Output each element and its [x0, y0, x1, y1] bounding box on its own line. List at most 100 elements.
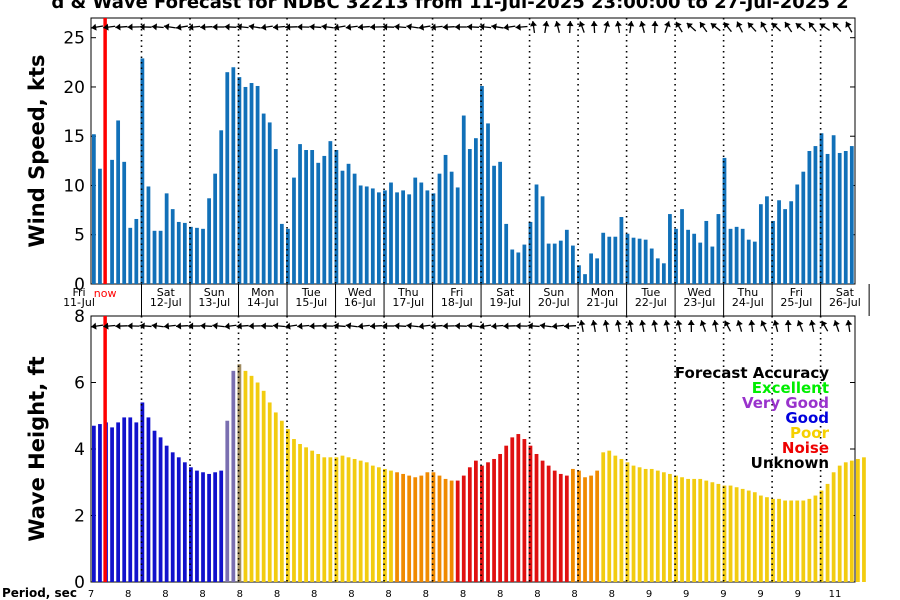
wind-bar — [455, 187, 460, 284]
arrow-head — [467, 322, 473, 330]
wind-bar — [722, 157, 727, 284]
wind-bar — [140, 58, 145, 284]
wind-bar — [564, 229, 569, 284]
wind-bar — [498, 161, 503, 284]
wave-bar — [395, 472, 399, 582]
wind-direction-arrow — [554, 21, 562, 33]
arrow-head — [176, 23, 182, 31]
wave-bar — [837, 465, 842, 582]
wave-bar — [376, 467, 381, 582]
wave-direction-arrow — [578, 319, 586, 333]
arrow-head — [333, 23, 340, 31]
wind-direction-arrow — [333, 23, 346, 31]
wind-bar — [98, 168, 102, 284]
arrow-head — [554, 21, 562, 27]
wind-direction-arrow — [651, 20, 659, 34]
wave-bar — [825, 483, 830, 582]
wave-bar — [740, 488, 745, 582]
arrow-head — [139, 23, 145, 31]
wind-bar — [110, 159, 114, 284]
wave-direction-arrow — [103, 322, 116, 330]
wave-bar — [328, 457, 333, 582]
wind-bar — [261, 113, 266, 285]
arrow-head — [675, 320, 683, 326]
day-date: 17-Jul — [392, 296, 424, 309]
wind-y-tick-label: 25 — [63, 29, 85, 49]
wave-direction-arrow — [563, 322, 577, 330]
wave-bar — [722, 485, 727, 582]
wave-bar — [849, 460, 854, 582]
wave-direction-arrow — [333, 322, 346, 330]
wind-bar — [401, 190, 405, 284]
arrow-head — [627, 320, 634, 326]
wind-bar — [577, 265, 581, 284]
arrow-head — [747, 22, 754, 29]
wind-direction-arrow — [530, 20, 537, 34]
arrow-head — [236, 322, 242, 330]
wind-direction-arrow — [710, 22, 721, 32]
wind-bar — [710, 246, 715, 284]
wind-bar — [158, 230, 163, 284]
wave-bar — [655, 470, 660, 582]
arrow-head — [236, 23, 242, 31]
wave-direction-arrow — [285, 322, 298, 330]
day-date: 21-Jul — [586, 296, 618, 309]
wind-bar — [207, 198, 211, 284]
wave-bar — [831, 472, 836, 582]
wind-bar — [522, 244, 527, 284]
wind-bar — [134, 218, 139, 284]
wind-bar — [619, 217, 624, 284]
wave-bar — [516, 434, 521, 582]
wave-bar — [480, 465, 484, 582]
wind-bar — [843, 151, 848, 284]
wind-bar — [225, 72, 230, 285]
wind-direction-arrow — [382, 23, 395, 31]
wind-bar — [480, 85, 484, 284]
day-name: Tue — [301, 286, 321, 299]
wind-bar — [589, 253, 593, 284]
wave-bar — [552, 470, 557, 582]
wind-bar — [637, 238, 642, 284]
wind-bar — [231, 67, 236, 284]
wave-bar — [589, 475, 593, 582]
arrow-head — [357, 23, 364, 31]
arrow-head — [418, 322, 424, 330]
wind-direction-arrow — [784, 21, 793, 33]
wind-bar — [310, 150, 315, 284]
wave-bar — [219, 470, 224, 582]
arrow-head — [151, 322, 158, 330]
arrow-head — [115, 23, 121, 31]
arrow-head — [357, 322, 364, 330]
wave-plot-frame — [90, 315, 856, 583]
wave-bar — [571, 468, 575, 582]
period-value: 8 — [423, 589, 429, 600]
wave-bar — [680, 477, 684, 582]
wind-bar — [558, 240, 563, 284]
wave-direction-arrow — [163, 322, 176, 330]
wind-direction-arrow — [845, 21, 853, 33]
wind-direction-arrow — [627, 20, 635, 34]
wind-bar — [583, 274, 587, 284]
wind-bar — [467, 149, 472, 284]
wave-bar — [201, 472, 205, 582]
arrow-head — [175, 322, 182, 330]
arrow-head — [248, 23, 255, 31]
wind-bar — [304, 150, 308, 284]
wind-direction-arrow — [406, 23, 419, 31]
wind-direction-arrow — [760, 21, 768, 33]
wave-bar — [207, 473, 211, 582]
wave-direction-arrow — [491, 322, 504, 330]
wind-bar — [146, 186, 151, 284]
wind-direction-arrow — [686, 22, 697, 32]
arrow-head — [139, 322, 145, 330]
wave-bar — [752, 492, 757, 582]
wind-bar — [534, 184, 539, 284]
wind-direction-arrow — [163, 23, 176, 31]
arrow-head — [651, 21, 659, 27]
period-value: 8 — [199, 589, 205, 600]
arrow-head — [479, 23, 485, 31]
arrow-head — [188, 322, 194, 330]
wave-bar — [286, 429, 290, 582]
legend-title: Forecast Accuracy — [675, 364, 829, 382]
